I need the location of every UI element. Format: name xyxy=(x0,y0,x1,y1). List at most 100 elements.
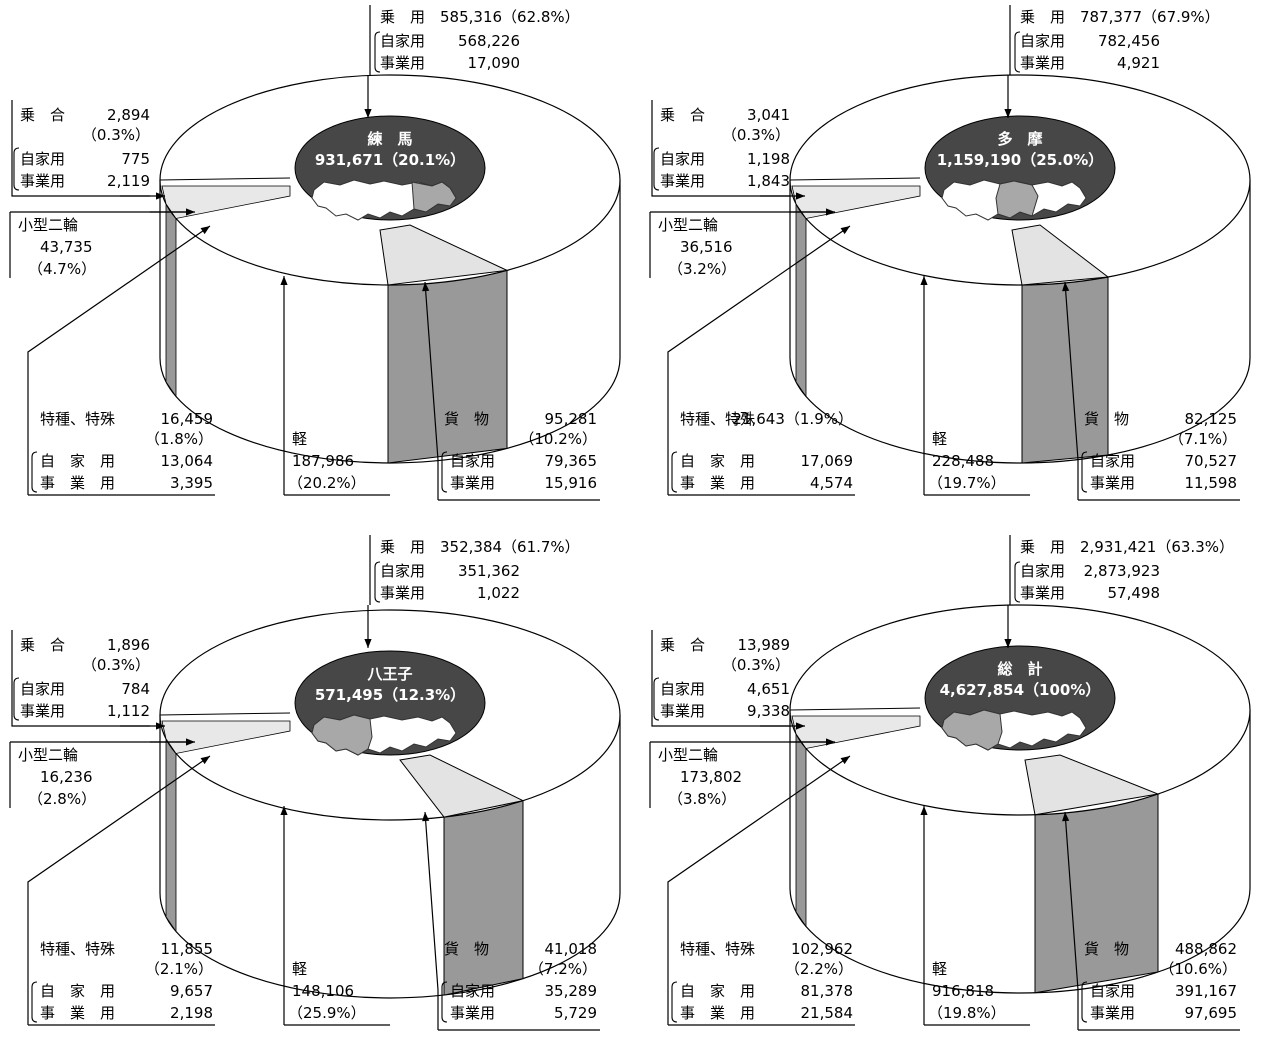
map-highlight xyxy=(311,714,373,756)
label-name: 軽 xyxy=(292,960,307,978)
label-name: 軽 xyxy=(932,430,947,448)
label-sub-name: 事業用 xyxy=(1020,54,1065,72)
label-name: 小型二輪 xyxy=(658,746,718,764)
bracket xyxy=(671,981,678,1023)
label-kei: 軽 187,986 （20.2%） xyxy=(280,276,390,496)
arrow-kei xyxy=(920,276,928,495)
label-noriai: 乗 合 1,896 （0.3%） 自家用 784 事業用 1,112 xyxy=(11,630,165,730)
arrow-noriai xyxy=(760,722,805,730)
slice-divider xyxy=(789,707,921,711)
label-pct: （19.8%） xyxy=(928,1004,1006,1022)
label-name: 乗 合 xyxy=(20,106,65,124)
arrow-tokushu xyxy=(667,755,851,1025)
bracket xyxy=(31,981,38,1023)
label-pct: （2.1%） xyxy=(145,960,213,978)
label-sub-name: 自家用 xyxy=(20,680,65,698)
label-noriai: 乗 合 2,894 （0.3%） 自家用 775 事業用 2,119 xyxy=(11,100,165,200)
label-sub-name: 事業用 xyxy=(1090,474,1135,492)
slice-thin-top xyxy=(791,715,921,749)
label-pct: （0.3%） xyxy=(722,656,790,674)
label-sub-name: 自家用 xyxy=(450,982,495,1000)
slice-kamotsu-side xyxy=(1034,793,1159,994)
label-sub-value: 35,289 xyxy=(545,982,598,1000)
label-sub-value: 15,916 xyxy=(545,474,598,492)
label-pct: （10.2%） xyxy=(519,430,597,448)
arrow-tokushu xyxy=(27,225,211,495)
slice-divider xyxy=(159,712,291,716)
bracket xyxy=(441,981,448,1023)
arrow-nirin xyxy=(150,208,195,216)
label-sub-name: 自家用 xyxy=(1020,562,1065,580)
label-total: 228,488 xyxy=(932,452,994,470)
label-sub-value: 3,395 xyxy=(170,474,213,492)
label-total: 21,643（1.9%） xyxy=(732,410,853,428)
label-sub-value: 57,498 xyxy=(1108,584,1161,602)
label-sub-value: 97,695 xyxy=(1185,1004,1238,1022)
slice-thin-side xyxy=(165,202,177,398)
label-sub-name: 事業用 xyxy=(660,172,705,190)
slice-kamotsu-top xyxy=(379,224,509,286)
label-total: 2,894 xyxy=(107,106,150,124)
label-sub-name: 自家用 xyxy=(380,32,425,50)
label-sub-value: 13,064 xyxy=(161,452,214,470)
label-sub-value: 2,873,923 xyxy=(1084,562,1160,580)
bracket xyxy=(653,677,660,721)
label-tokushu: 特種、特殊 16,459 （1.8%） 自 家 用 13,064 事 業 用 3,395 xyxy=(27,225,215,496)
label-kamotsu: 貨 物 82,125 （7.1%） 自家用 70,527 事業用 11,598 xyxy=(1062,281,1240,501)
label-sub-name: 事 業 用 xyxy=(40,474,115,492)
label-sub-name: 自家用 xyxy=(660,680,705,698)
label-sub-value: 568,226 xyxy=(458,32,520,50)
label-sub-value: 4,574 xyxy=(810,474,853,492)
arrow-nirin xyxy=(790,208,835,216)
label-name: 特種、特殊 xyxy=(40,410,115,428)
arrow-kamotsu xyxy=(1062,811,1079,1030)
label-nirin: 小型二輪 43,735 （4.7%） xyxy=(9,208,195,278)
label-total: 187,986 xyxy=(292,452,354,470)
slice-thin-top xyxy=(161,185,291,219)
label-name: 乗 用 xyxy=(380,8,425,26)
label-name: 貨 物 xyxy=(1084,940,1129,958)
label-total: 173,802 xyxy=(680,768,742,786)
label-pct: （19.7%） xyxy=(928,474,1006,492)
label-total: 16,459 xyxy=(161,410,214,428)
center-value: 571,495（12.3%） xyxy=(315,686,465,704)
label-pct: （4.7%） xyxy=(28,260,96,278)
label-name: 特種、特殊 xyxy=(40,940,115,958)
label-sub-name: 事業用 xyxy=(1020,584,1065,602)
center-value: 4,627,854（100%） xyxy=(940,681,1101,699)
label-sub-name: 自家用 xyxy=(20,150,65,168)
label-total: 148,106 xyxy=(292,982,354,1000)
label-sub-name: 自家用 xyxy=(450,452,495,470)
label-sub-value: 4,651 xyxy=(747,680,790,698)
arrow-nirin xyxy=(790,738,835,746)
label-pct: （10.6%） xyxy=(1159,960,1237,978)
label-total: 1,896 xyxy=(107,636,150,654)
slice-kamotsu-side xyxy=(1021,276,1109,464)
label-name: 乗 用 xyxy=(1020,8,1065,26)
label-pct: （20.2%） xyxy=(288,474,366,492)
label-joyo: 乗 用 585,316（62.8%） 自家用 568,226 事業用 17,090 xyxy=(364,5,580,118)
label-pct: （3.8%） xyxy=(668,790,736,808)
arrow-kei xyxy=(920,806,928,1025)
label-sub-name: 自家用 xyxy=(1020,32,1065,50)
bracket xyxy=(374,561,381,603)
label-total: 787,377（67.9%） xyxy=(1080,8,1220,26)
label-sub-value: 1,022 xyxy=(477,584,520,602)
label-nirin: 小型二輪 16,236 （2.8%） xyxy=(9,738,195,808)
label-total: 36,516 xyxy=(680,238,733,256)
label-sub-name: 事 業 用 xyxy=(680,1004,755,1022)
label-kei: 軽 228,488 （19.7%） xyxy=(920,276,1030,496)
pie-chart-4: 総 計 4,627,854（100%） 乗 用 2,931,421（63.3%） 自家用… xyxy=(649,535,1251,1031)
map-highlight xyxy=(411,181,457,213)
slice-kamotsu-side xyxy=(387,269,508,464)
center-value: 1,159,190（25.0%） xyxy=(937,151,1104,169)
label-kamotsu: 貨 物 95,281 （10.2%） 自家用 79,365 事業用 15,916 xyxy=(422,281,600,501)
label-name: 乗 用 xyxy=(380,538,425,556)
pie-chart-2: 多 摩 1,159,190（25.0%） 乗 用 787,377（67.9%） 自家用 7… xyxy=(649,5,1251,501)
label-sub-name: 自家用 xyxy=(380,562,425,580)
label-total: 3,041 xyxy=(747,106,790,124)
arrow-kamotsu xyxy=(1062,281,1079,500)
slice-thin-side xyxy=(795,732,807,928)
label-sub-value: 17,069 xyxy=(801,452,854,470)
